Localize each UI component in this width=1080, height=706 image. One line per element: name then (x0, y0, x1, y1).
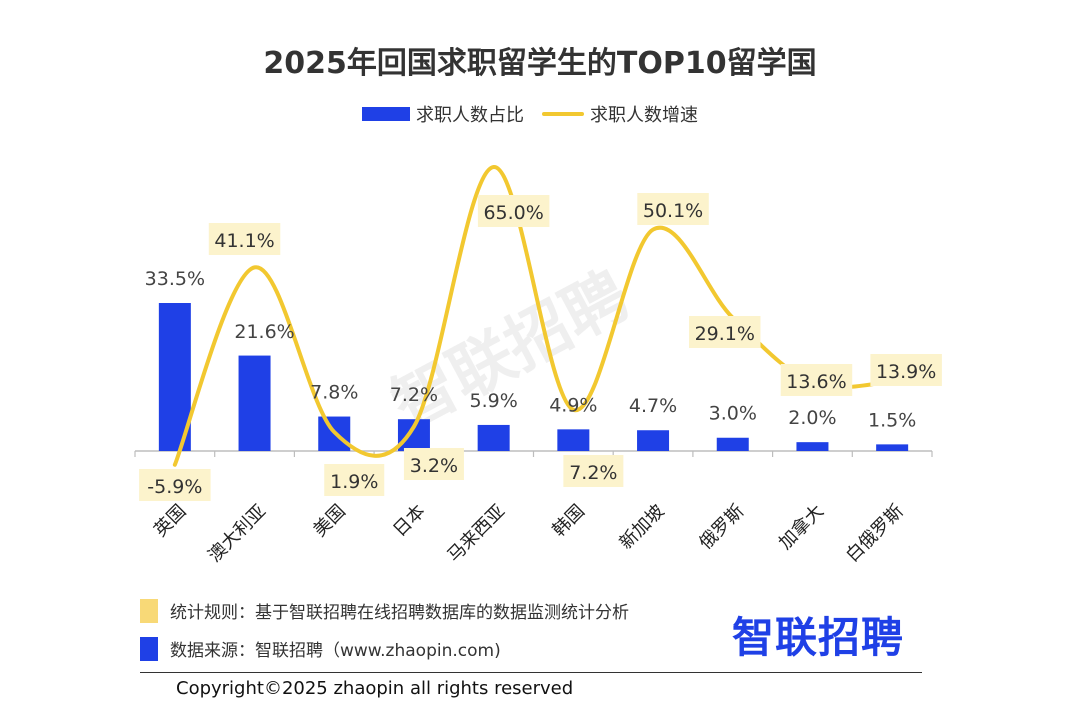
growth-label-0: -5.9% (147, 476, 202, 498)
footer-divider (140, 672, 922, 673)
bar-9 (876, 444, 909, 451)
brand-logo: 智联招聘 (732, 613, 905, 662)
copyright-text: Copyright©2025 zhaopin all rights reserv… (176, 678, 574, 699)
growth-label-8: 13.6% (786, 371, 846, 393)
legend-swatch-line (542, 112, 584, 116)
x-tick-label-5: 韩国 (549, 501, 589, 541)
growth-label-box-0 (139, 469, 211, 501)
footer-rule-note: 统计规则：基于智联招聘在线招聘数据库的数据监测统计分析 (140, 598, 629, 623)
legend-swatch-bar (362, 107, 410, 121)
bar-label-3: 7.2% (390, 384, 438, 406)
bar-8 (796, 442, 829, 451)
bar-label-4: 5.9% (470, 390, 518, 412)
growth-label-7: 29.1% (695, 323, 755, 345)
growth-label-box-2 (324, 464, 385, 496)
bar-6 (637, 430, 670, 451)
growth-label-box-9 (870, 354, 942, 386)
bar-label-9: 1.5% (868, 409, 916, 431)
bar-7 (716, 437, 749, 451)
growth-label-box-6 (637, 193, 709, 225)
chart-legend: 求职人数占比 求职人数增速 (362, 100, 702, 128)
legend-label-bar: 求职人数占比 (416, 105, 524, 126)
legend-label-line: 求职人数增速 (590, 105, 698, 126)
x-tick-label-9: 白俄罗斯 (842, 501, 908, 567)
growth-label-9: 13.9% (876, 361, 936, 383)
x-tick-label-6: 新加坡 (616, 501, 669, 554)
x-tick-label-3: 日本 (389, 501, 429, 541)
x-tick-label-0: 英国 (150, 501, 190, 541)
growth-label-4: 65.0% (483, 202, 543, 224)
growth-label-box-4 (477, 195, 550, 227)
source-square-icon (140, 636, 158, 661)
footer-rule-text: 统计规则：基于智联招聘在线招聘数据库的数据监测统计分析 (170, 603, 629, 623)
growth-label-box-1 (208, 223, 281, 255)
x-tick-label-8: 加拿大 (774, 500, 828, 554)
growth-label-box-5 (563, 455, 624, 487)
bar-label-7: 3.0% (709, 403, 757, 425)
bar-label-8: 2.0% (788, 407, 836, 429)
growth-label-5: 7.2% (569, 462, 617, 484)
growth-label-3: 3.2% (410, 455, 458, 477)
footer-source-note: 数据来源：智联招聘（www.zhaopin.com) (140, 636, 501, 661)
growth-label-box-8 (780, 364, 853, 396)
footer-source-text: 数据来源：智联招聘（www.zhaopin.com) (170, 641, 501, 661)
bar-4 (477, 424, 510, 451)
rule-square-icon (140, 598, 158, 623)
growth-label-6: 50.1% (643, 200, 703, 222)
growth-label-box-7 (689, 316, 761, 348)
growth-label-1: 41.1% (214, 230, 274, 252)
bar-label-1: 21.6% (234, 321, 294, 343)
bar-label-0: 33.5% (145, 268, 205, 290)
bar-label-5: 4.9% (549, 394, 597, 416)
growth-label-2: 1.9% (330, 471, 378, 493)
x-tick-label-2: 美国 (309, 501, 349, 541)
x-tick-label-7: 俄罗斯 (695, 501, 748, 554)
bar-1 (238, 355, 271, 451)
x-tick-label-4: 马来西亚 (443, 501, 509, 567)
bar-label-6: 4.7% (629, 395, 677, 417)
growth-label-box-3 (403, 448, 464, 480)
x-tick-label-1: 澳大利亚 (204, 501, 270, 567)
bar-label-2: 7.8% (310, 382, 358, 404)
chart-title: 2025年回国求职留学生的TOP10留学国 (263, 46, 817, 81)
bar-5 (557, 429, 590, 451)
